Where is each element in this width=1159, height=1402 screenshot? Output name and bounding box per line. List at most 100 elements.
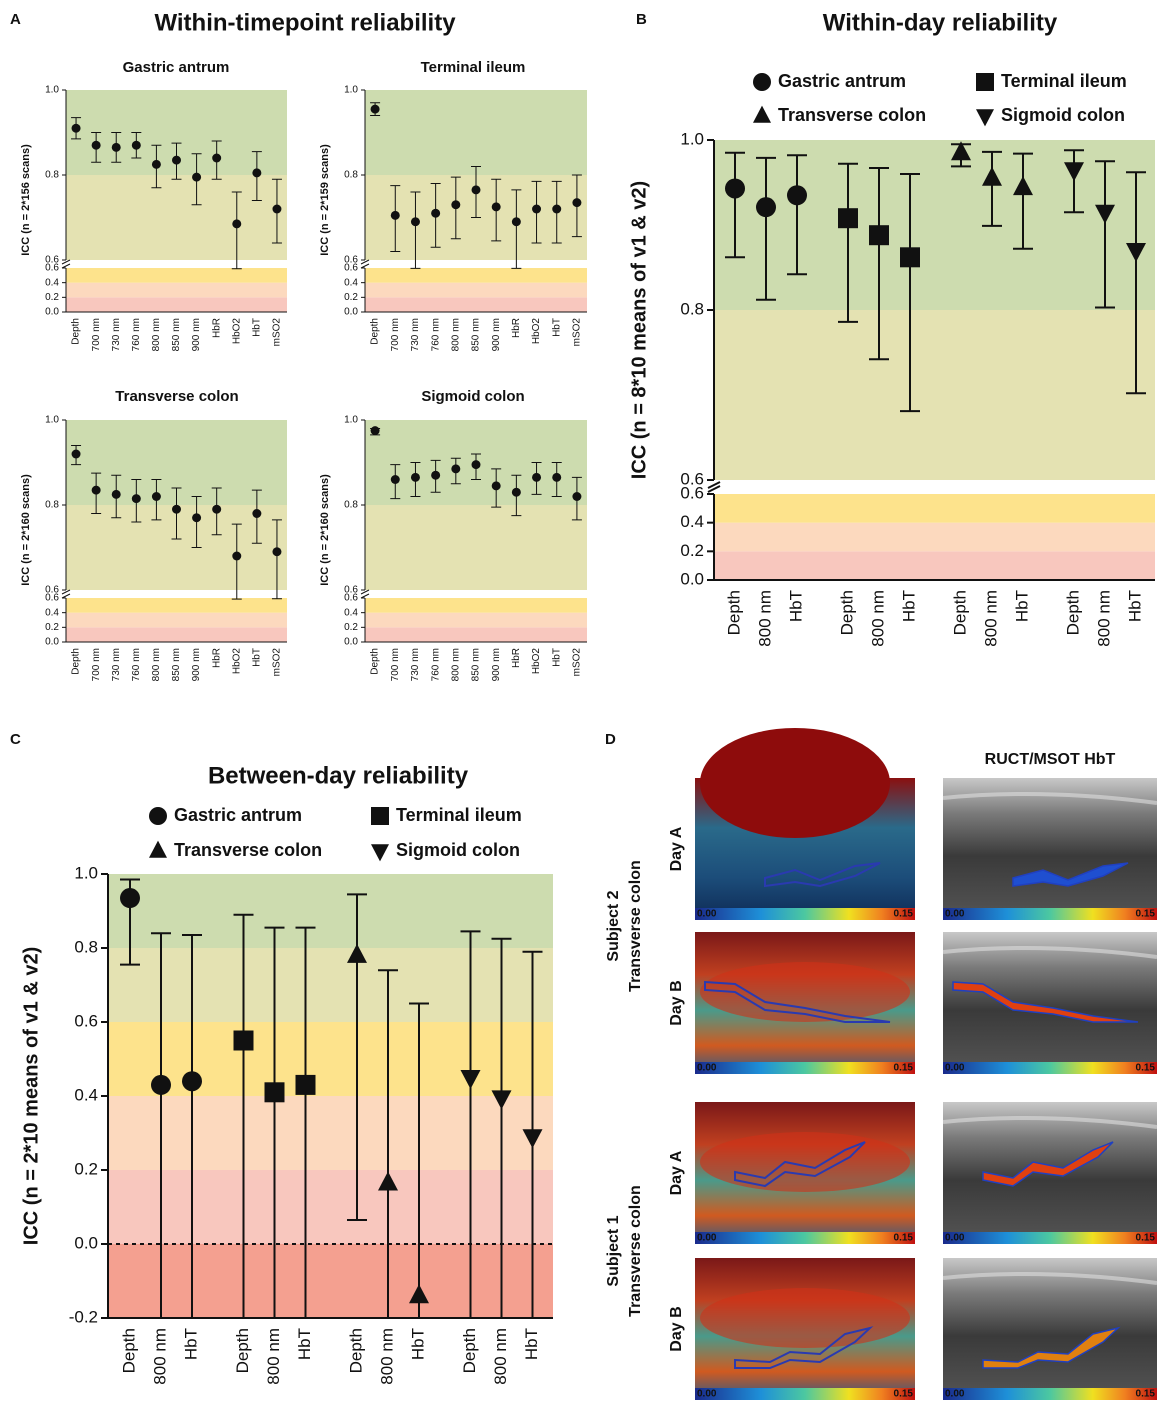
x-tick-label: 800 nm bbox=[868, 590, 887, 647]
chart-title: Gastric antrum bbox=[123, 59, 230, 76]
colorbar-max: 0.15 bbox=[1136, 1389, 1156, 1400]
x-tick-label: 800 nm bbox=[1094, 590, 1113, 647]
band bbox=[365, 598, 587, 613]
chart-title: Transverse colon bbox=[115, 388, 238, 405]
day-label: Day A bbox=[668, 1150, 685, 1195]
x-tick-label: 850 nm bbox=[471, 648, 482, 681]
subject-label: Subject 2 bbox=[605, 890, 622, 961]
colorbar bbox=[943, 1388, 1157, 1400]
colorbar-max: 0.15 bbox=[894, 1389, 914, 1400]
marker bbox=[72, 450, 81, 459]
subject-site: Transverse colon bbox=[627, 860, 644, 992]
band bbox=[66, 613, 287, 628]
y-tick-label: 0.0 bbox=[45, 307, 59, 318]
x-tick-label: HbT bbox=[408, 1328, 427, 1360]
marker bbox=[212, 505, 221, 514]
x-tick-label: 800 nm bbox=[755, 590, 774, 647]
legend-label: Transverse colon bbox=[174, 840, 322, 860]
x-tick-label: HbT bbox=[181, 1328, 200, 1360]
marker bbox=[212, 154, 221, 163]
y-axis-label: ICC (n = 8*10 means of v1 & v2) bbox=[628, 181, 650, 479]
x-tick-label: HbO2 bbox=[531, 648, 542, 675]
y-tick-label: 0.0 bbox=[45, 637, 59, 648]
x-tick-label: 900 nm bbox=[191, 648, 202, 681]
x-tick-label: 700 nm bbox=[91, 648, 102, 681]
colorbar bbox=[695, 1062, 915, 1074]
y-tick-label: 0.4 bbox=[344, 277, 358, 288]
band bbox=[365, 505, 587, 590]
legend-marker bbox=[976, 109, 994, 126]
marker bbox=[725, 178, 745, 198]
panel-title: Within-day reliability bbox=[823, 9, 1058, 36]
legend-marker bbox=[976, 73, 994, 91]
marker bbox=[552, 205, 561, 214]
x-tick-label: HbO2 bbox=[231, 648, 242, 675]
legend-label: Gastric antrum bbox=[174, 805, 302, 825]
x-tick-label: HbT bbox=[295, 1328, 314, 1360]
chart-title: Sigmoid colon bbox=[421, 388, 524, 405]
x-tick-label: HbT bbox=[252, 318, 263, 337]
y-tick-label: 0.8 bbox=[680, 299, 704, 318]
marker bbox=[151, 1075, 171, 1095]
y-axis-label: ICC (n = 2*159 scans) bbox=[319, 144, 331, 256]
panel-label: C bbox=[10, 731, 21, 748]
x-tick-label: Depth bbox=[370, 318, 381, 345]
band bbox=[66, 627, 287, 642]
x-tick-label: HbT bbox=[899, 590, 918, 622]
x-tick-label: HbT bbox=[1125, 590, 1144, 622]
subject-site: Transverse colon bbox=[627, 1185, 644, 1317]
band bbox=[108, 1170, 553, 1244]
band bbox=[108, 874, 553, 948]
x-tick-label: Depth bbox=[950, 590, 969, 635]
marker bbox=[572, 492, 581, 501]
x-tick-label: HbT bbox=[1012, 590, 1031, 622]
x-tick-label: 730 nm bbox=[410, 648, 421, 681]
legend-label: Terminal ileum bbox=[1001, 71, 1127, 91]
marker bbox=[492, 481, 501, 490]
colorbar bbox=[695, 1388, 915, 1400]
x-tick-label: 800 nm bbox=[981, 590, 1000, 647]
band bbox=[365, 627, 587, 642]
y-tick-label: 0.6 bbox=[74, 1011, 98, 1030]
marker bbox=[112, 490, 121, 499]
band bbox=[365, 613, 587, 628]
chart-title: Terminal ileum bbox=[421, 59, 526, 76]
marker bbox=[451, 464, 460, 473]
colorbar-min: 0.00 bbox=[697, 1063, 717, 1074]
x-tick-label: 800 nm bbox=[151, 318, 162, 351]
x-tick-label: 800 nm bbox=[377, 1328, 396, 1385]
x-tick-label: HbO2 bbox=[531, 318, 542, 345]
x-tick-label: HbT bbox=[551, 648, 562, 667]
colorbar-min: 0.00 bbox=[697, 909, 717, 920]
marker bbox=[265, 1082, 285, 1102]
marker bbox=[900, 247, 920, 267]
band bbox=[365, 297, 587, 312]
marker bbox=[532, 205, 541, 214]
x-tick-label: HbT bbox=[252, 648, 263, 667]
y-tick-label: 1.0 bbox=[45, 85, 59, 96]
marker bbox=[192, 173, 201, 182]
marker bbox=[92, 486, 101, 495]
marker bbox=[272, 547, 281, 556]
marker bbox=[152, 160, 161, 169]
x-tick-label: 800 nm bbox=[491, 1328, 510, 1385]
y-tick-label: 0.4 bbox=[680, 512, 704, 531]
marker bbox=[182, 1071, 202, 1091]
marker bbox=[371, 426, 380, 435]
marker bbox=[391, 211, 400, 220]
x-tick-label: HbR bbox=[511, 648, 522, 668]
x-tick-label: mSO2 bbox=[272, 318, 283, 347]
y-tick-label: 0.0 bbox=[680, 569, 704, 588]
band bbox=[714, 523, 1155, 552]
x-tick-label: 800 nm bbox=[150, 1328, 169, 1385]
y-tick-label: 0.2 bbox=[344, 622, 358, 633]
marker bbox=[132, 494, 141, 503]
figure: A B C D Within-timepoint reliability 0.6… bbox=[0, 0, 1159, 1402]
colorbar bbox=[695, 1232, 915, 1244]
image-region bbox=[700, 1288, 910, 1348]
y-tick-label: 0.4 bbox=[344, 607, 358, 618]
colorbar-max: 0.15 bbox=[894, 1063, 914, 1074]
day-label: Day B bbox=[668, 1306, 685, 1351]
marker bbox=[472, 185, 481, 194]
image-region bbox=[700, 1132, 910, 1192]
